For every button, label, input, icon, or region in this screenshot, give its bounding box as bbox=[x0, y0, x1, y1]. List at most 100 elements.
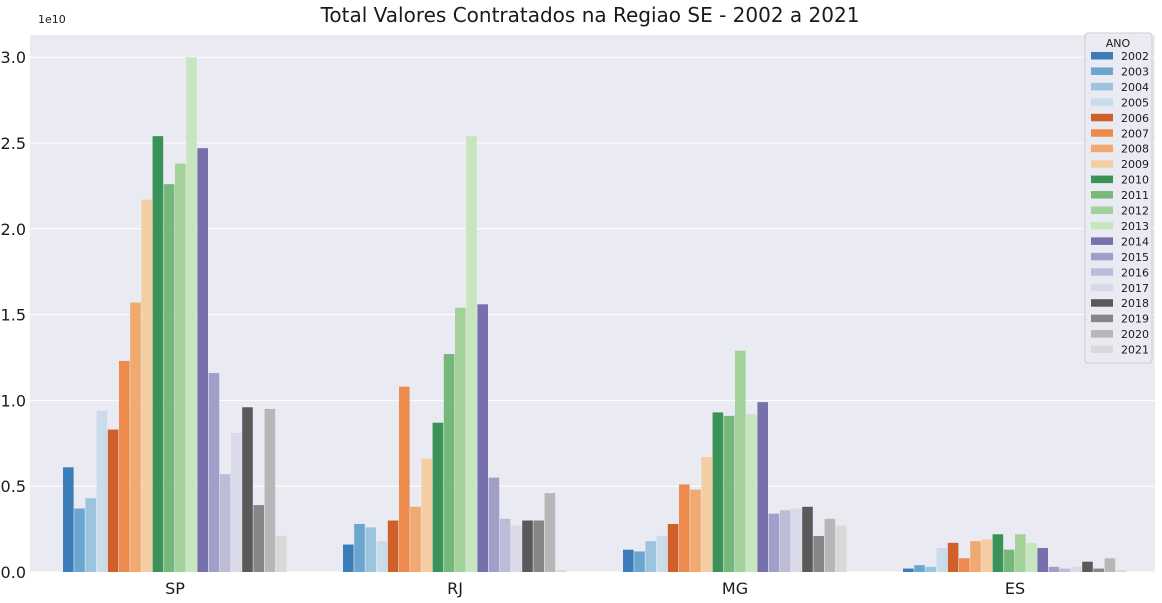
x-tick-label: RJ bbox=[447, 579, 463, 598]
bar-rj-2014 bbox=[477, 304, 488, 572]
bar-mg-2015 bbox=[768, 513, 780, 572]
bar-mg-2021 bbox=[835, 525, 847, 572]
bar-sp-2004 bbox=[85, 498, 96, 572]
legend-label-2014: 2014 bbox=[1121, 235, 1149, 248]
bar-sp-2019 bbox=[253, 505, 264, 572]
bar-rj-2006 bbox=[387, 520, 399, 572]
legend-label-2009: 2009 bbox=[1121, 158, 1149, 171]
bar-rj-2011 bbox=[443, 354, 455, 572]
legend-label-2011: 2011 bbox=[1121, 189, 1149, 202]
legend-swatch-2013 bbox=[1091, 221, 1113, 230]
legend-swatch-2020 bbox=[1091, 330, 1113, 338]
bar-group-rj bbox=[343, 136, 567, 572]
x-tick-label: SP bbox=[165, 579, 185, 598]
chart-title: Total Valores Contratados na Regiao SE -… bbox=[320, 3, 860, 27]
bar-mg-2006 bbox=[667, 523, 679, 572]
bar-es-2021 bbox=[1115, 570, 1127, 572]
bar-sp-2021 bbox=[275, 535, 287, 572]
legend-label-2007: 2007 bbox=[1121, 127, 1149, 140]
legend-swatch-2007 bbox=[1091, 129, 1113, 137]
y-tick-label: 1.0 bbox=[1, 391, 26, 410]
y-tick-label: 0.5 bbox=[1, 477, 26, 496]
bar-rj-2007 bbox=[399, 386, 410, 572]
bar-mg-2010 bbox=[712, 412, 724, 572]
bar-mg-2003 bbox=[634, 551, 645, 572]
bar-sp-2008 bbox=[130, 302, 141, 572]
legend-swatch-2018 bbox=[1091, 299, 1113, 307]
bar-rj-2009 bbox=[421, 458, 432, 572]
bar-rj-2012 bbox=[455, 307, 466, 572]
bar-es-2005 bbox=[936, 547, 948, 572]
bar-rj-2021 bbox=[555, 570, 567, 572]
legend: ANO 2002 2003 2004 2005 2006 2007 2008 2009 2010… bbox=[1084, 32, 1153, 364]
legend-swatch-2011 bbox=[1091, 191, 1113, 199]
y-tick-label: 2.5 bbox=[1, 134, 26, 153]
bar-sp-2013 bbox=[186, 57, 197, 572]
legend-swatch-2009 bbox=[1091, 160, 1113, 168]
bar-mg-2020 bbox=[824, 518, 836, 572]
bar-es-2013 bbox=[1026, 542, 1037, 572]
bar-es-2017 bbox=[1071, 566, 1082, 572]
bar-sp-2006 bbox=[107, 429, 119, 572]
bar-mg-2002 bbox=[623, 549, 634, 572]
bar-sp-2007 bbox=[119, 360, 130, 572]
y-tick-label: 0.0 bbox=[1, 563, 26, 582]
legend-label-2006: 2006 bbox=[1121, 112, 1149, 125]
x-axis-ticks: SP RJ MG ES bbox=[165, 579, 1025, 598]
bar-mg-2013 bbox=[746, 414, 757, 572]
bar-mg-2009 bbox=[701, 457, 712, 572]
bar-es-2011 bbox=[1003, 549, 1015, 572]
y-tick-label: 2.0 bbox=[1, 220, 26, 239]
bar-mg-2008 bbox=[690, 489, 701, 572]
legend-swatch-2017 bbox=[1091, 283, 1113, 292]
bar-sp-2014 bbox=[197, 148, 208, 572]
legend-label-2010: 2010 bbox=[1121, 174, 1149, 187]
legend-swatch-2015 bbox=[1091, 252, 1113, 261]
legend-swatch-2003 bbox=[1091, 67, 1113, 75]
y-tick-label: 1.5 bbox=[1, 306, 26, 325]
legend-swatch-2006 bbox=[1091, 113, 1113, 122]
bar-mg-2017 bbox=[791, 508, 802, 572]
legend-swatch-2014 bbox=[1091, 237, 1113, 245]
bar-rj-2018 bbox=[522, 520, 533, 572]
bar-mg-2019 bbox=[813, 535, 824, 572]
bar-sp-2016 bbox=[219, 474, 231, 572]
x-tick-label: MG bbox=[722, 579, 748, 598]
bar-rj-2005 bbox=[376, 541, 388, 572]
legend-label-2021: 2021 bbox=[1121, 344, 1149, 357]
bar-es-2014 bbox=[1037, 547, 1048, 572]
bar-mg-2016 bbox=[779, 510, 791, 572]
bar-rj-2013 bbox=[466, 136, 477, 572]
y-tick-label: 3.0 bbox=[1, 48, 26, 67]
legend-swatch-2012 bbox=[1091, 206, 1113, 214]
bar-group-mg bbox=[623, 350, 847, 572]
bar-rj-2019 bbox=[533, 520, 544, 572]
bar-es-2002 bbox=[903, 568, 914, 572]
bar-sp-2011 bbox=[163, 184, 175, 572]
legend-label-2015: 2015 bbox=[1121, 251, 1149, 264]
bar-sp-2010 bbox=[152, 136, 164, 572]
bar-es-2008 bbox=[970, 541, 981, 572]
legend-label-2020: 2020 bbox=[1121, 328, 1149, 341]
legend-swatch-2005 bbox=[1091, 98, 1113, 106]
bar-rj-2020 bbox=[544, 493, 556, 572]
bar-mg-2007 bbox=[679, 484, 690, 572]
bar-es-2016 bbox=[1059, 568, 1071, 572]
bar-sp-2012 bbox=[175, 163, 186, 572]
bar-mg-2011 bbox=[723, 415, 735, 572]
bar-rj-2008 bbox=[410, 506, 421, 572]
bars bbox=[63, 57, 1127, 572]
bar-mg-2018 bbox=[802, 506, 813, 572]
legend-swatch-2016 bbox=[1091, 268, 1113, 276]
bar-es-2020 bbox=[1104, 558, 1116, 572]
legend-swatch-2019 bbox=[1091, 314, 1113, 323]
bar-mg-2005 bbox=[656, 535, 668, 572]
bar-group-es bbox=[903, 534, 1127, 572]
bar-rj-2016 bbox=[499, 518, 511, 572]
legend-label-2017: 2017 bbox=[1121, 282, 1149, 295]
legend-label-2018: 2018 bbox=[1121, 297, 1149, 310]
x-tick-label: ES bbox=[1005, 579, 1025, 598]
bar-group-sp bbox=[63, 57, 287, 572]
bar-sp-2018 bbox=[242, 407, 253, 572]
